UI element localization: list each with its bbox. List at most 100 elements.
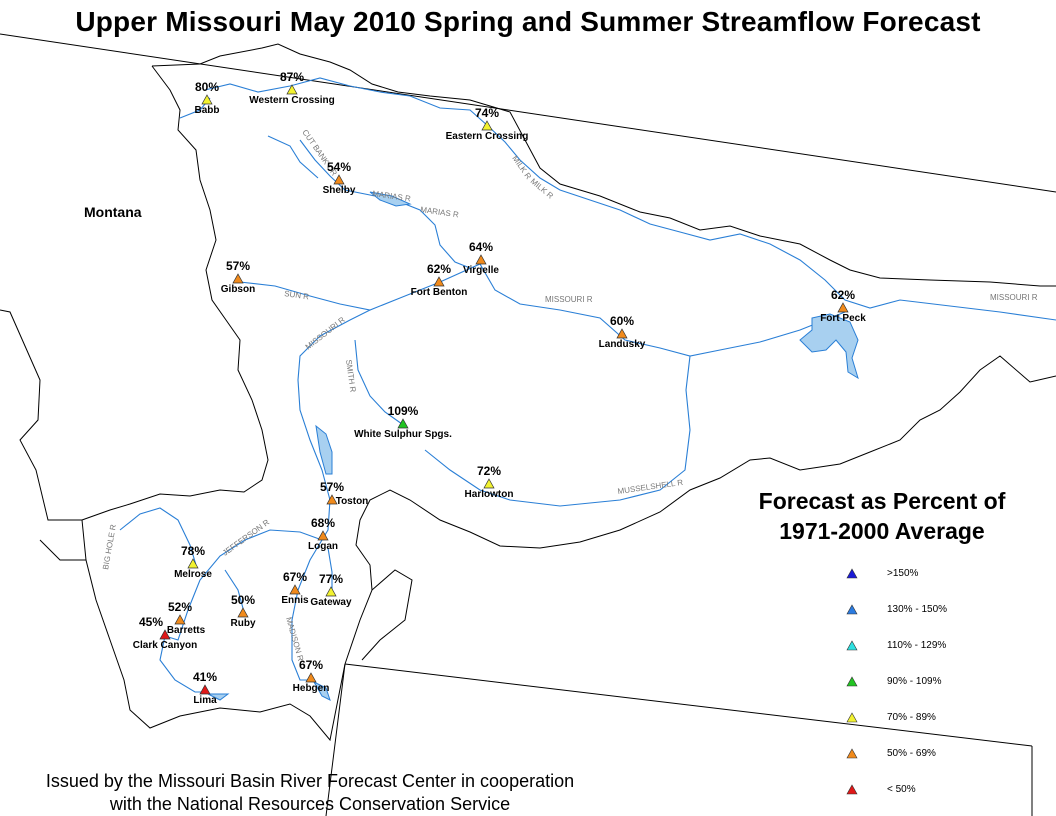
station-white-sulphur-spgs: 109% White Sulphur Spgs. <box>354 404 452 440</box>
state-label: Montana <box>84 204 142 220</box>
legend-label: < 50% <box>887 784 916 795</box>
station-percent: 64% <box>469 240 493 254</box>
station-name: Harlowton <box>465 489 514 500</box>
station-barretts: 52% Barretts <box>167 600 206 636</box>
river-label: BIG HOLE R <box>101 523 118 570</box>
station-name: White Sulphur Spgs. <box>354 429 452 440</box>
station-percent: 60% <box>610 314 634 328</box>
station-virgelle: 64% Virgelle <box>463 240 499 276</box>
basin-boundary <box>151 43 1056 287</box>
canyon-ferry-lake <box>315 424 333 475</box>
station-name: Ennis <box>281 595 309 606</box>
river-labels: MISSOURI R MISSOURI R MISSOURI R MARIAS R MA… <box>101 128 1038 662</box>
station-marker-triangle-icon <box>237 607 249 618</box>
station-percent: 74% <box>475 106 499 120</box>
station-name: Eastern Crossing <box>446 131 529 142</box>
fort-peck-lake <box>799 313 859 380</box>
legend-triangle-icon <box>846 784 858 795</box>
station-marker-triangle-icon <box>286 84 298 95</box>
station-marker-triangle-icon <box>201 94 213 105</box>
station-name: Ruby <box>231 618 256 629</box>
station-percent: 50% <box>231 593 255 607</box>
river-label: SUN R <box>284 289 310 301</box>
river-label: MUSSELSHELL R <box>617 478 684 496</box>
issued-note-line2: with the National Resources Conservation… <box>109 794 511 814</box>
tiber-reservoir <box>369 191 412 207</box>
station-marker-triangle-icon <box>433 276 445 287</box>
station-name: Fort Peck <box>820 313 866 324</box>
missouri-river-upper <box>239 263 846 357</box>
station-name: Melrose <box>174 569 212 580</box>
jefferson-river-line <box>164 529 323 641</box>
rivers <box>119 77 1056 693</box>
missouri-river-south <box>297 309 371 541</box>
station-name: Gibson <box>221 284 255 295</box>
gallatin-river-line <box>327 547 333 592</box>
station-name: Fort Benton <box>411 287 468 298</box>
station-percent: 72% <box>477 464 501 478</box>
station-marker-triangle-icon <box>232 273 244 284</box>
station-percent: 68% <box>311 516 335 530</box>
river-label: MARIAS R <box>420 205 460 219</box>
big-hole-river-line <box>119 507 197 566</box>
station-name: Toston <box>336 496 369 507</box>
idaho-montana-line-south <box>39 539 86 561</box>
station-marker-triangle-icon <box>199 684 211 695</box>
legend-label: 50% - 69% <box>887 748 936 759</box>
station-marker-triangle-icon <box>317 530 329 541</box>
station-percent: 67% <box>283 570 307 584</box>
station-name: Western Crossing <box>249 95 334 106</box>
legend-title-line2: 1971-2000 Average <box>779 518 985 544</box>
station-name: Hebgen <box>293 683 330 694</box>
lima-reservoir <box>207 693 230 701</box>
legend-title-line1: Forecast as Percent of <box>758 488 1006 514</box>
station-marker-triangle-icon <box>305 672 317 683</box>
station-babb: 80% Babb <box>195 80 220 116</box>
issued-note: Issued by the Missouri Basin River Forec… <box>10 770 610 816</box>
river-label: MISSOURI R <box>304 315 347 352</box>
legend-label: 90% - 109% <box>887 676 942 687</box>
station-marker-triangle-icon <box>326 494 338 505</box>
legend-label: 130% - 150% <box>887 604 948 615</box>
legend-triangle-icon <box>846 568 858 579</box>
station-marker-triangle-icon <box>481 120 493 131</box>
legend-triangle-icon <box>846 640 858 651</box>
station-name: Shelby <box>323 185 356 196</box>
station-percent: 67% <box>299 658 323 672</box>
ruby-river-line <box>224 569 245 613</box>
river-label: MISSOURI R <box>545 295 593 304</box>
musselshell-river-line <box>424 355 691 507</box>
station-ennis: 67% Ennis <box>281 570 309 606</box>
issued-note-line1: Issued by the Missouri Basin River Forec… <box>45 771 575 791</box>
station-marker-triangle-icon <box>187 558 199 569</box>
idaho-border-line <box>325 663 346 816</box>
station-marker-triangle-icon <box>325 586 337 597</box>
station-name: Virgelle <box>463 265 499 276</box>
river-label: MILK R <box>510 154 533 181</box>
river-label: MADISON R <box>284 616 305 662</box>
legend-label: 70% - 89% <box>887 712 936 723</box>
station-percent: 77% <box>319 572 343 586</box>
beaverhead-river-line <box>159 635 205 693</box>
station-lima: 41% Lima <box>193 670 217 706</box>
station-ruby: 50% Ruby <box>231 593 256 629</box>
station-marker-triangle-icon <box>616 328 628 339</box>
hebgen-lake <box>312 680 331 701</box>
stations-layer: 80% Babb 87% Western Crossing 74% Eastern Cro… <box>133 70 866 706</box>
station-percent: 62% <box>427 262 451 276</box>
station-name: Barretts <box>167 625 206 636</box>
station-marker-triangle-icon <box>159 629 171 640</box>
legend-label: 110% - 129% <box>887 640 947 651</box>
station-clark-canyon: 45% Clark Canyon <box>133 615 197 651</box>
legend-title: Forecast as Percent of 1971-2000 Average <box>742 486 1022 546</box>
legend-triangle-icon <box>846 712 858 723</box>
station-marker-triangle-icon <box>397 418 409 429</box>
station-percent: 87% <box>280 70 304 84</box>
station-marker-triangle-icon <box>475 254 487 265</box>
river-label: JEFFERSON R <box>221 518 271 558</box>
station-fort-peck: 62% Fort Peck <box>820 288 866 324</box>
station-marker-triangle-icon <box>837 302 849 313</box>
station-marker-triangle-icon <box>289 584 301 595</box>
station-toston: 57% Toston <box>320 480 368 507</box>
